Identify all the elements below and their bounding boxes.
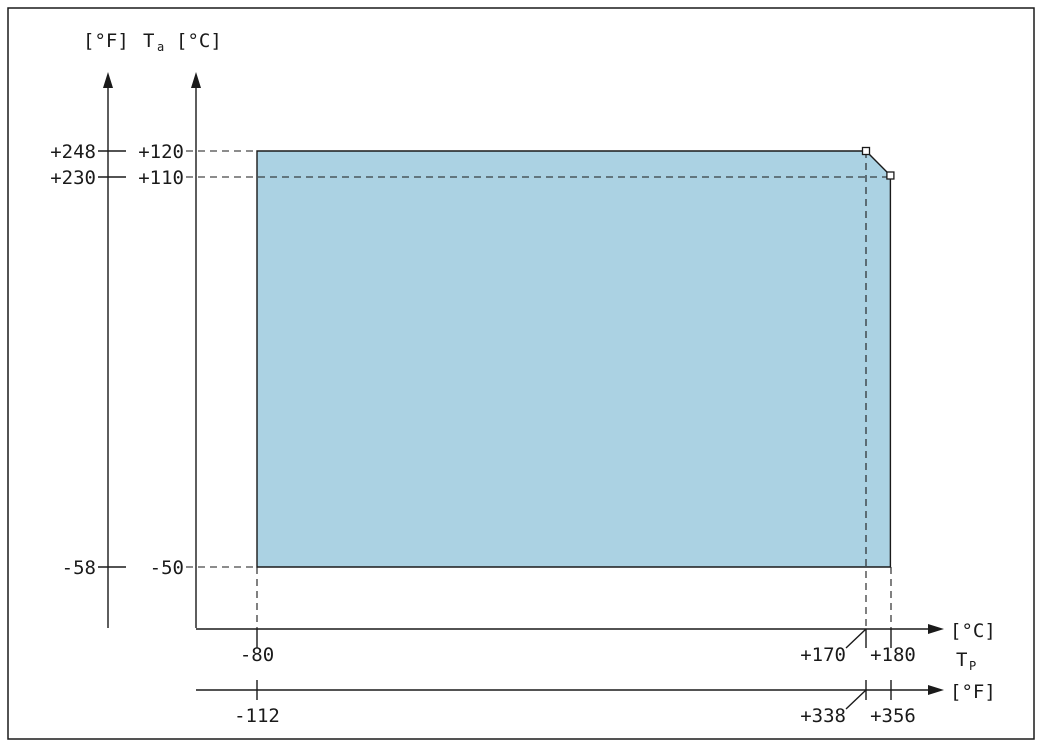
y-right-unit: [°C]: [176, 30, 222, 52]
x-tick-f-minus112: -112: [234, 705, 280, 727]
y-axis-name: T: [143, 30, 154, 52]
y-axis-name-subscript: a: [157, 40, 164, 54]
x-tick-c-minus80: -80: [240, 644, 274, 666]
x-tick-f-356: +356: [870, 705, 916, 727]
leader-170: [845, 628, 867, 649]
y-axis-fahrenheit-arrow: [103, 72, 113, 88]
x-celsius-unit: [°C]: [950, 620, 996, 642]
x-axis-celsius-arrow: [928, 624, 944, 634]
y-axis-celsius-arrow: [191, 72, 201, 88]
y-tick-f-248: +248: [50, 141, 96, 163]
y-tick-f-minus58: -58: [62, 557, 96, 579]
y-tick-c-120: +120: [138, 141, 184, 163]
corner-point-1: [886, 171, 895, 180]
corner-markers: [861, 146, 895, 180]
x-tick-c-170: +170: [800, 644, 846, 666]
x-tick-f-338: +338: [800, 705, 846, 727]
x-axis-fahrenheit-arrow: [928, 685, 944, 695]
corner-point-0: [861, 146, 871, 156]
diagram-frame: [7, 7, 1035, 740]
operating-region: [256, 150, 892, 568]
y-tick-c-110: +110: [138, 167, 184, 189]
y-tick-c-minus50: -50: [150, 557, 184, 579]
x-axis-name: T: [956, 649, 967, 671]
x-axis-name-subscript: P: [969, 659, 976, 673]
x-tick-c-180: +180: [870, 644, 916, 666]
y-tick-f-230: +230: [50, 167, 96, 189]
leader-338: [845, 689, 867, 710]
y-left-unit: [°F]: [83, 30, 129, 52]
x-fahrenheit-unit: [°F]: [950, 681, 996, 703]
